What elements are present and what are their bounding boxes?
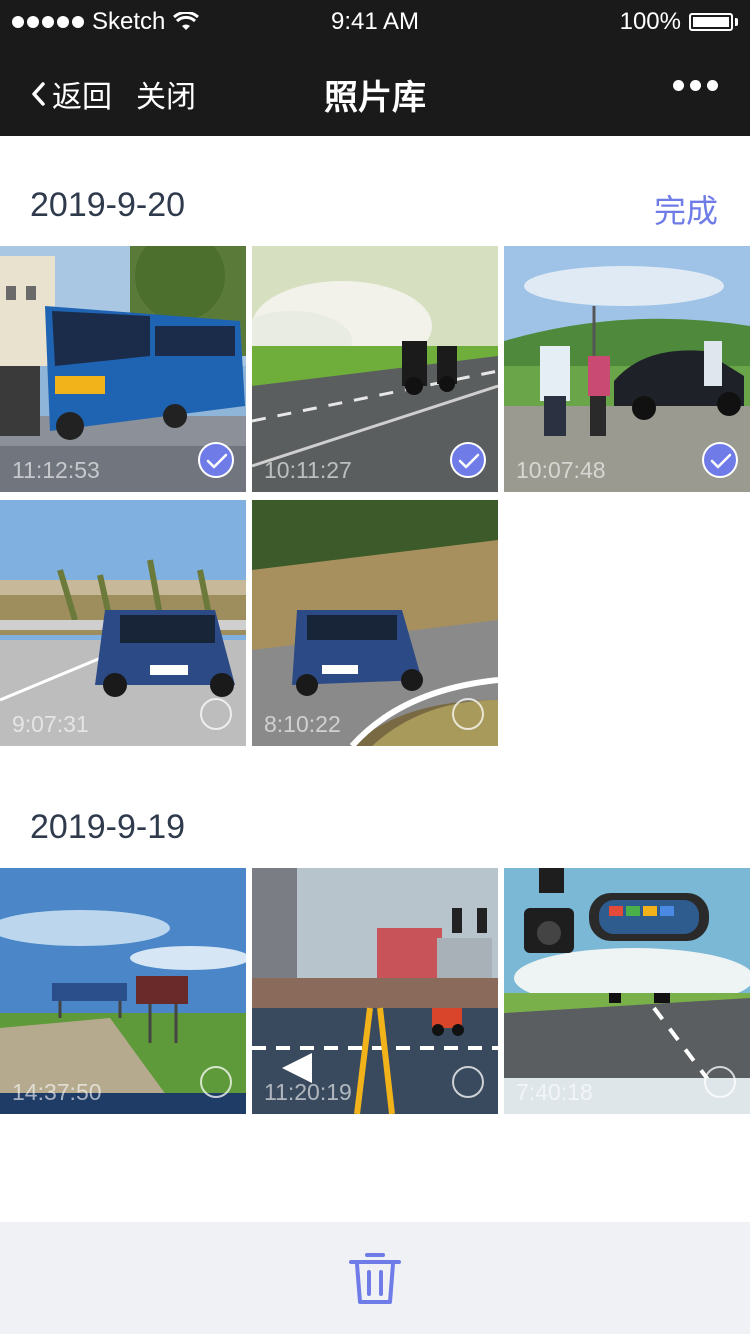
- photo-timestamp: 8:10:22: [264, 711, 341, 737]
- photo-tile[interactable]: 14:37:50: [0, 868, 246, 1114]
- bottom-toolbar: [0, 1222, 750, 1334]
- photo-timestamp: 14:37:50: [12, 1079, 102, 1105]
- photo-mini-curve: [252, 500, 498, 746]
- unselected-circle-icon[interactable]: [452, 698, 484, 730]
- photo-grid: 11:12:53 10:11:27: [0, 246, 750, 746]
- photo-timestamp: 11:20:19: [264, 1079, 352, 1105]
- photo-tile[interactable]: 10:07:48: [504, 246, 750, 492]
- section-header: 2019-9-20 完成: [0, 186, 750, 246]
- photo-tile[interactable]: 8:10:22: [252, 500, 498, 746]
- photo-tile[interactable]: 10:11:27: [252, 246, 498, 492]
- photo-timestamp: 9:07:31: [12, 711, 89, 737]
- photo-tile[interactable]: 7:40:18: [504, 868, 750, 1114]
- nav-bar: 返回 关闭 照片库: [0, 44, 750, 136]
- photo-grid: 14:37:50 11:20:19: [0, 868, 750, 1114]
- chevron-left-icon: [32, 82, 45, 106]
- battery-icon: [689, 13, 733, 31]
- section-header: 2019-9-19: [0, 808, 750, 868]
- status-left: Sketch: [12, 8, 200, 36]
- photo-timestamp: 10:11:27: [264, 457, 352, 483]
- photo-timestamp: 10:07:48: [516, 457, 606, 483]
- back-label: 返回: [52, 81, 112, 114]
- trash-icon[interactable]: [349, 1250, 401, 1306]
- photo-tile[interactable]: 11:12:53: [0, 246, 246, 492]
- section-date: 2019-9-19: [30, 808, 186, 846]
- unselected-circle-icon[interactable]: [200, 1066, 232, 1098]
- photo-timestamp: 11:12:53: [12, 457, 100, 483]
- photo-timestamp: 7:40:18: [516, 1079, 593, 1105]
- selected-check-icon[interactable]: [198, 442, 234, 478]
- selected-check-icon[interactable]: [702, 442, 738, 478]
- battery-tip: [735, 18, 738, 26]
- photo-city-intersection: [252, 868, 498, 1114]
- photo-blue-bus: [0, 246, 246, 492]
- done-button[interactable]: 完成: [653, 193, 718, 229]
- photo-motorcycles: [252, 246, 498, 492]
- close-button[interactable]: 关闭: [136, 81, 196, 114]
- back-button[interactable]: 返回: [30, 72, 112, 116]
- photo-mini-road: [0, 500, 246, 746]
- section-date: 2019-9-20: [30, 186, 186, 224]
- selected-check-icon[interactable]: [450, 442, 486, 478]
- status-bar: Sketch 9:41 AM 100%: [0, 0, 750, 44]
- photo-dashcam-mirror: [504, 868, 750, 1114]
- unselected-circle-icon[interactable]: [200, 698, 232, 730]
- photo-tile[interactable]: 11:20:19: [252, 868, 498, 1114]
- battery-percent: 100%: [619, 8, 681, 35]
- unselected-circle-icon[interactable]: [452, 1066, 484, 1098]
- carrier-name: Sketch: [92, 8, 166, 35]
- status-time: 9:41 AM: [330, 8, 420, 35]
- signal-icon: [12, 16, 84, 28]
- page-title: 照片库: [324, 79, 426, 117]
- photo-tile[interactable]: 9:07:31: [0, 500, 246, 746]
- more-horizontal-icon[interactable]: [673, 80, 718, 91]
- status-right: 100%: [620, 8, 738, 36]
- wifi-icon: [173, 12, 200, 30]
- unselected-circle-icon[interactable]: [704, 1066, 736, 1098]
